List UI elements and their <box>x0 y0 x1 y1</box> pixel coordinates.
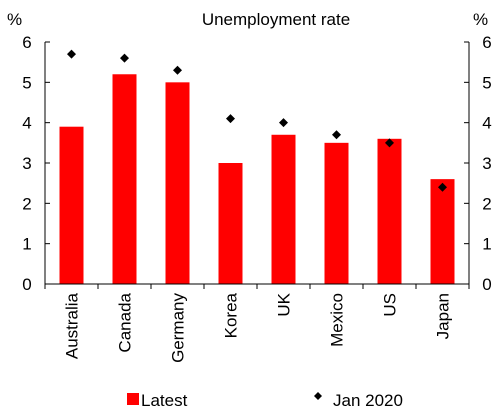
x-label-uk: UK <box>275 292 294 316</box>
x-axis-labels: Australia Canada Germany Korea UK Mexico US Jap… <box>63 292 453 363</box>
y-tick-label-right-1: 1 <box>482 235 491 254</box>
x-label-mexico: Mexico <box>328 293 347 347</box>
marker-japan <box>438 182 447 192</box>
marker-australia <box>67 49 76 59</box>
bar-canada <box>112 74 137 285</box>
x-label-germany: Germany <box>169 293 188 363</box>
legend: Latest Jan 2020 <box>127 391 403 410</box>
y-tick-label-right-5: 5 <box>482 73 491 92</box>
y-tick-label-right-4: 4 <box>482 114 491 133</box>
y-axis-right: 0 1 2 3 4 5 6 <box>464 33 492 294</box>
y-tick-label-left-4: 4 <box>22 114 31 133</box>
marker-germany <box>173 65 182 75</box>
axes <box>44 42 470 289</box>
bar-mexico <box>324 142 349 284</box>
y-tick-label-right-0: 0 <box>482 275 491 294</box>
marker-us <box>385 138 394 148</box>
x-label-korea: Korea <box>222 292 241 338</box>
legend-label-jan-2020: Jan 2020 <box>333 391 403 410</box>
x-label-canada: Canada <box>116 292 135 352</box>
legend-swatch-latest <box>127 393 139 405</box>
y-tick-label-left-6: 6 <box>22 33 31 52</box>
marker-uk <box>279 118 288 128</box>
bar-uk <box>271 134 296 284</box>
bar-korea <box>218 163 243 284</box>
y-tick-label-left-0: 0 <box>22 275 31 294</box>
y-tick-label-right-3: 3 <box>482 154 491 173</box>
x-label-australia: Australia <box>63 292 82 359</box>
marker-canada <box>120 53 129 63</box>
bar-germany <box>165 82 190 284</box>
y-tick-label-left-1: 1 <box>22 235 31 254</box>
x-label-japan: Japan <box>434 293 453 339</box>
marker-korea <box>226 114 235 124</box>
legend-label-latest: Latest <box>141 391 188 410</box>
y-axis-left: 0 1 2 3 4 5 6 <box>22 33 50 294</box>
y-tick-label-right-6: 6 <box>482 33 491 52</box>
bar-us <box>377 138 402 284</box>
y-axis-unit-right: % <box>473 10 488 29</box>
y-tick-label-right-2: 2 <box>482 194 491 213</box>
chart-title: Unemployment rate <box>202 10 350 29</box>
y-axis-unit-left: % <box>7 10 22 29</box>
y-tick-label-left-2: 2 <box>22 194 31 213</box>
bar-australia <box>59 126 84 284</box>
x-label-us: US <box>381 293 400 317</box>
y-tick-label-left-5: 5 <box>22 73 31 92</box>
bar-japan <box>430 179 455 284</box>
y-tick-label-left-3: 3 <box>22 154 31 173</box>
marker-series-jan-2020 <box>67 49 447 192</box>
marker-mexico <box>332 130 341 140</box>
bar-series-latest <box>59 74 455 285</box>
legend-marker-jan-2020 <box>314 392 322 400</box>
